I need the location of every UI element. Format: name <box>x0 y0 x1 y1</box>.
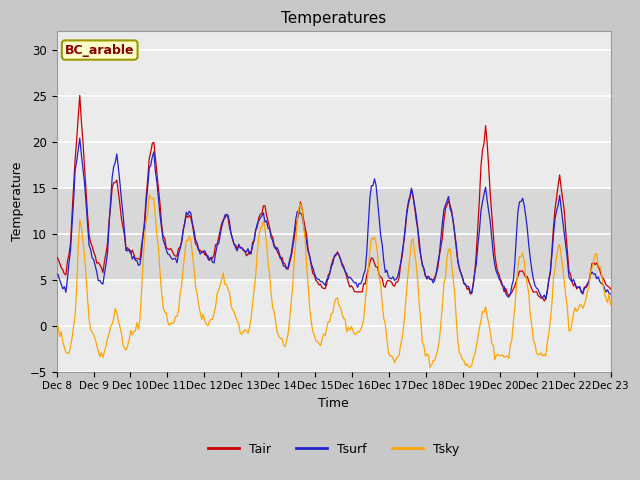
Tsurf <box>220 218 227 224</box>
Tsky <box>145 192 153 198</box>
Tsky <box>238 331 246 337</box>
Tair <box>296 199 304 205</box>
Tair <box>247 251 255 257</box>
Y-axis label: Temperature: Temperature <box>11 162 24 241</box>
Line: Tair: Tair <box>56 96 611 301</box>
Tair <box>76 93 84 98</box>
Text: BC_arable: BC_arable <box>65 44 134 57</box>
Tsurf <box>52 271 60 277</box>
Tsurf <box>296 210 304 216</box>
Tair <box>52 254 60 260</box>
Tsky <box>220 270 227 276</box>
Bar <box>56 188 611 280</box>
Tair <box>238 245 246 251</box>
Tsurf <box>122 247 130 253</box>
Tsurf <box>579 291 587 297</box>
Tair <box>579 289 587 295</box>
Tsurf <box>247 250 255 256</box>
Tair <box>220 217 227 223</box>
Tsky <box>247 315 255 321</box>
Tair <box>540 298 548 304</box>
Legend: Tair, Tsurf, Tsky: Tair, Tsurf, Tsky <box>203 438 465 461</box>
Line: Tsurf: Tsurf <box>56 138 611 300</box>
Title: Temperatures: Temperatures <box>281 11 386 26</box>
Tsurf <box>542 297 550 302</box>
X-axis label: Time: Time <box>318 397 349 410</box>
Tsurf <box>607 291 614 297</box>
Tsky <box>579 305 587 311</box>
Tsky <box>121 346 129 351</box>
Tsky <box>296 201 304 206</box>
Line: Tsky: Tsky <box>56 195 611 367</box>
Tsky <box>426 364 434 370</box>
Tsurf <box>76 135 84 141</box>
Tair <box>607 286 614 292</box>
Tsky <box>607 302 614 308</box>
Tair <box>122 248 130 253</box>
Tsky <box>52 320 60 325</box>
Tsurf <box>238 245 246 251</box>
